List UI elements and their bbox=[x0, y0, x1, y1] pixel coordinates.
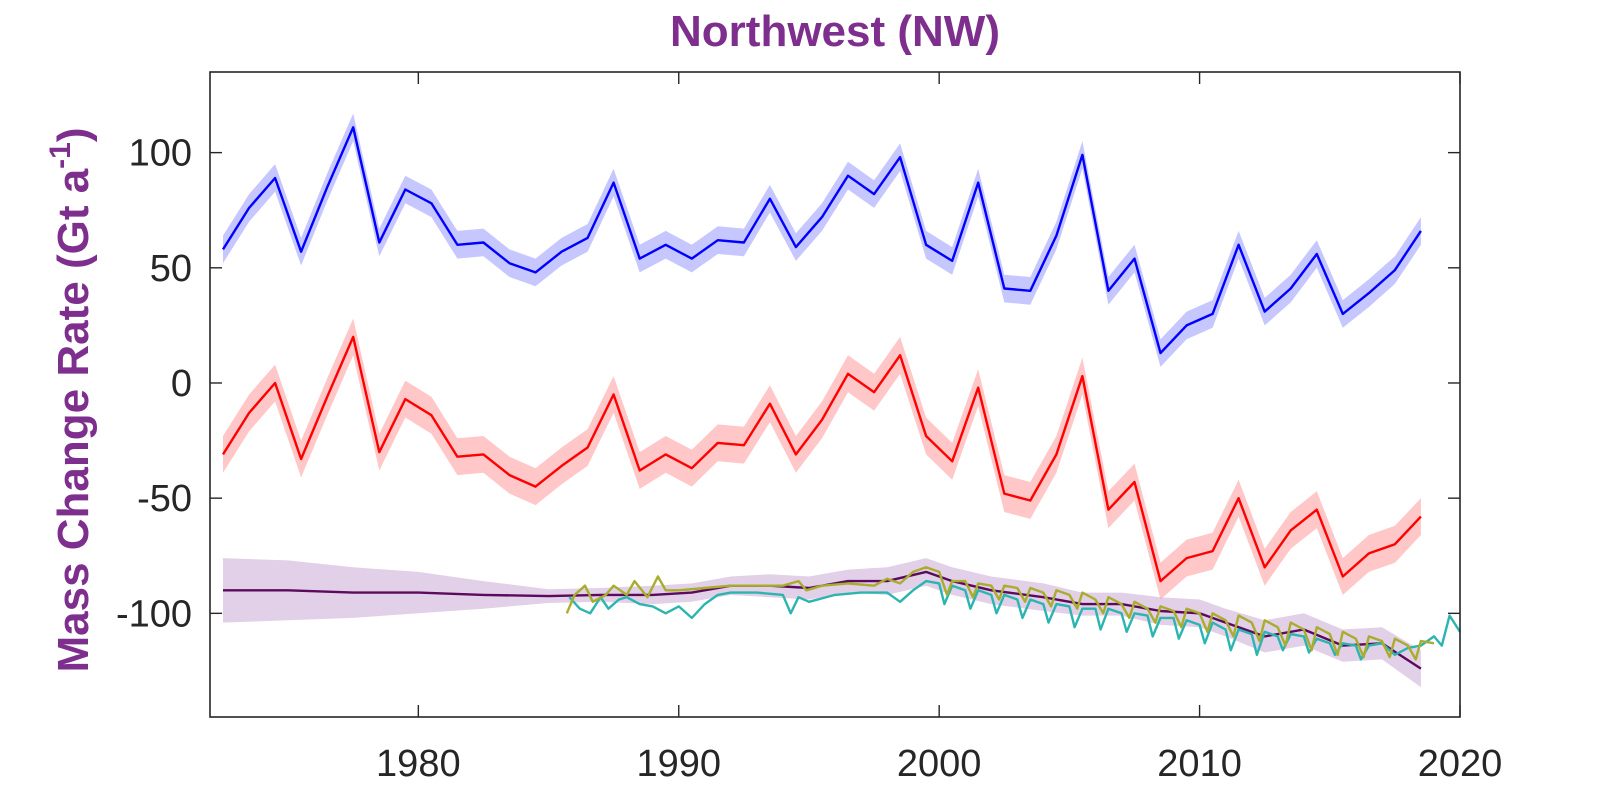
chart-title: Northwest (NW) bbox=[670, 7, 1000, 56]
axes-box bbox=[209, 71, 1461, 718]
x-tick-label: 2010 bbox=[1157, 743, 1242, 785]
series-1-line bbox=[221, 126, 1422, 355]
series-3-band bbox=[223, 558, 1421, 688]
series-2-band bbox=[223, 318, 1421, 600]
series-2-line bbox=[221, 335, 1422, 583]
y-axis-label-end: ) bbox=[49, 127, 98, 142]
x-tick-label: 1980 bbox=[376, 743, 461, 785]
y-axis-label-main: Mass Change Rate (Gt a bbox=[49, 168, 98, 672]
y-tick-label: -100 bbox=[116, 593, 192, 635]
plot-area bbox=[209, 71, 1462, 718]
series-5-line bbox=[565, 566, 1435, 661]
y-tick-label: -50 bbox=[137, 478, 192, 520]
y-tick-labels: -100 -50 0 50 100 bbox=[116, 133, 192, 636]
x-tick-label: 1990 bbox=[636, 743, 721, 785]
series-1-band bbox=[223, 113, 1421, 367]
y-tick-label: 0 bbox=[171, 363, 192, 405]
y-tick-label: 100 bbox=[129, 133, 192, 175]
uncertainty-bands bbox=[223, 113, 1421, 688]
axis-ticks bbox=[210, 72, 1461, 717]
series-lines bbox=[221, 126, 1462, 670]
x-tick-label: 2020 bbox=[1418, 743, 1503, 785]
y-tick-label: 50 bbox=[150, 248, 192, 290]
y-axis-label-superscript: -1 bbox=[44, 142, 77, 169]
series-4-line bbox=[568, 579, 1462, 661]
y-axis-label: Mass Change Rate (Gt a-1) bbox=[44, 127, 98, 672]
x-tick-labels: 1980 1990 2000 2010 2020 bbox=[376, 743, 1502, 785]
x-tick-label: 2000 bbox=[897, 743, 982, 785]
